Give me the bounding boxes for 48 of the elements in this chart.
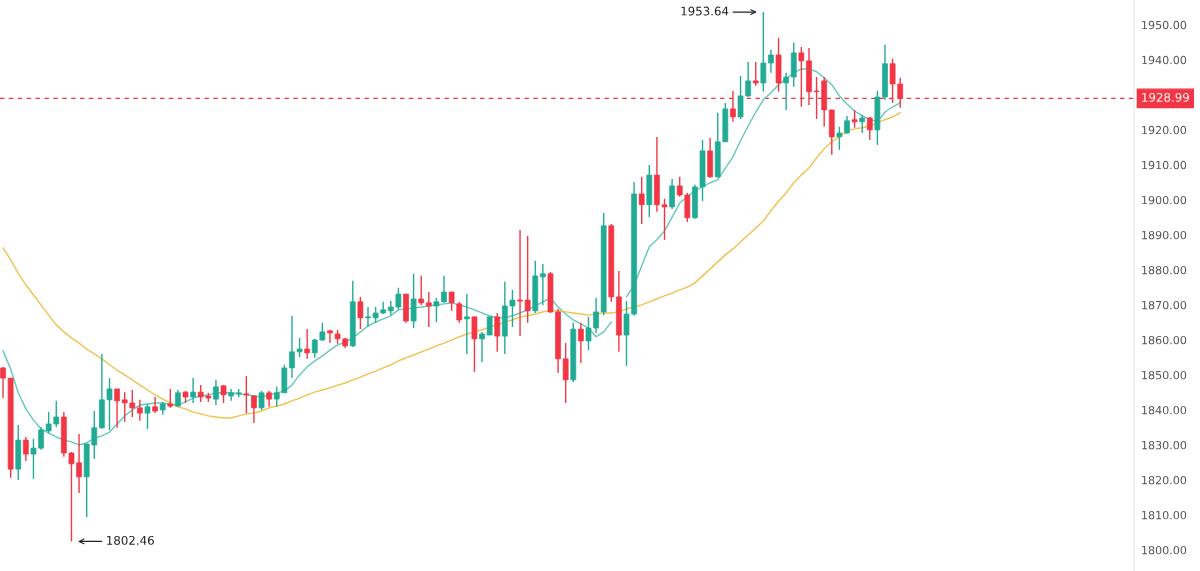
annotation: 1802.46 bbox=[107, 535, 154, 545]
candlestick bbox=[494, 312, 501, 353]
line-series bbox=[2, 112, 901, 419]
y-tick-label: 1810.00 bbox=[1142, 510, 1187, 520]
candlestick bbox=[448, 291, 455, 312]
candlestick bbox=[418, 275, 425, 306]
candlestick bbox=[752, 61, 759, 87]
candlestick bbox=[859, 114, 866, 134]
y-tick-label: 1850.00 bbox=[1142, 370, 1187, 380]
candlestick bbox=[783, 72, 790, 111]
y-tick-label: 1800.00 bbox=[1142, 545, 1187, 555]
y-tick-label: 1820.00 bbox=[1142, 475, 1187, 485]
candlestick bbox=[410, 273, 417, 329]
candlestick bbox=[562, 342, 569, 404]
y-tick-label: 1920.00 bbox=[1142, 125, 1187, 135]
candlestick bbox=[578, 322, 584, 364]
candlestick bbox=[456, 301, 463, 324]
candlestick bbox=[540, 263, 546, 306]
candlestick bbox=[638, 176, 645, 225]
candlestick bbox=[463, 293, 470, 355]
candlestick bbox=[669, 178, 675, 210]
y-tick-label: 1940.00 bbox=[1142, 55, 1187, 65]
candlestick bbox=[304, 328, 311, 360]
y-tick-label: 1910.00 bbox=[1142, 160, 1187, 170]
y-tick-label: 1870.00 bbox=[1142, 300, 1187, 310]
candlestick bbox=[144, 403, 151, 430]
candlestick bbox=[152, 396, 158, 414]
y-tick-label: 1880.00 bbox=[1142, 265, 1187, 275]
candlestick bbox=[471, 316, 478, 373]
y-tick-label: 1890.00 bbox=[1142, 230, 1187, 240]
candlestick bbox=[137, 399, 143, 422]
candlestick bbox=[167, 388, 174, 409]
candlestick bbox=[22, 436, 29, 462]
candlestick bbox=[114, 388, 120, 429]
y-tick-label: 1860.00 bbox=[1142, 335, 1187, 345]
candlestick bbox=[213, 379, 219, 406]
candlestick bbox=[258, 390, 265, 411]
ref-line-label: 1928.99 bbox=[1142, 92, 1189, 102]
candlestick bbox=[243, 375, 250, 414]
candlestick bbox=[190, 377, 196, 404]
y-tick-label: 1830.00 bbox=[1142, 440, 1187, 450]
y-tick-label: 1950.00 bbox=[1142, 20, 1187, 30]
candlestick bbox=[425, 291, 432, 328]
y-tick-label: 1900.00 bbox=[1142, 195, 1187, 205]
y-tick-label: 1840.00 bbox=[1142, 405, 1187, 415]
candlestick bbox=[357, 296, 364, 330]
candlestick bbox=[251, 394, 257, 424]
annotation: 1953.64 bbox=[681, 6, 729, 16]
